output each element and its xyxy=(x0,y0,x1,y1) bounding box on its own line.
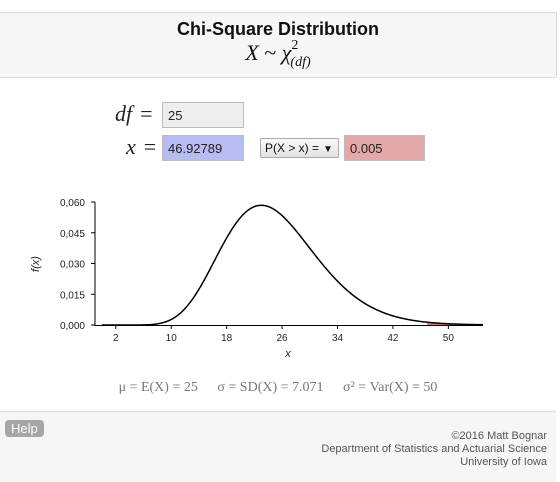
x-axis-label: x xyxy=(284,348,291,360)
y-tick-label: 0,000 xyxy=(60,321,85,332)
distribution-formula: X ~ χ2 (df) xyxy=(0,38,556,70)
x-tick-label: 26 xyxy=(277,333,289,344)
x-tick-label: 34 xyxy=(332,333,344,344)
distribution-stats: μ = E(X) = 25 σ = SD(X) = 7.071 σ² = Var… xyxy=(0,380,556,396)
formula-subscript: (df) xyxy=(290,55,311,70)
header-panel: Chi-Square Distribution X ~ χ2 (df) xyxy=(0,12,557,78)
tail-area-shading xyxy=(427,322,483,325)
department-text: Department of Statistics and Actuarial S… xyxy=(321,443,547,455)
university-text: University of Iowa xyxy=(460,456,547,468)
page-title: Chi-Square Distribution xyxy=(177,19,379,39)
df-input[interactable] xyxy=(162,102,244,128)
y-tick-label: 0,045 xyxy=(60,229,85,240)
y-tick-label: 0,060 xyxy=(60,198,85,209)
formula-superscript: 2 xyxy=(291,38,299,53)
copyright-text: ©2016 Matt Bognar xyxy=(451,430,547,442)
x-input[interactable] xyxy=(162,135,244,161)
formula-chi: χ xyxy=(281,40,292,65)
probability-result-input[interactable] xyxy=(344,135,425,161)
stat-variance: σ² = Var(X) = 50 xyxy=(343,380,438,395)
x-tick-label: 10 xyxy=(166,333,178,344)
x-label: x = xyxy=(126,134,157,159)
chevron-down-icon: ▼ xyxy=(323,144,333,155)
x-tick-label: 18 xyxy=(221,333,233,344)
x-tick-label: 50 xyxy=(443,333,455,344)
formula-variable: X xyxy=(245,40,259,65)
y-tick-label: 0,030 xyxy=(60,260,85,271)
formula-operator: ~ xyxy=(264,40,277,65)
x-tick-label: 2 xyxy=(113,333,119,344)
probability-mode-select[interactable]: P(X > x) = ▼ xyxy=(260,138,339,158)
y-tick-label: 0,015 xyxy=(60,290,85,301)
help-button[interactable]: Help xyxy=(5,420,44,437)
credits: ©2016 Matt Bognar Department of Statisti… xyxy=(321,430,547,469)
x-tick-label: 42 xyxy=(387,333,399,344)
stat-sd: σ = SD(X) = 7.071 xyxy=(217,380,324,395)
y-axis-label: f(x) xyxy=(30,256,42,272)
footer-panel: Help ©2016 Matt Bognar Department of Sta… xyxy=(0,411,556,482)
density-curve xyxy=(101,204,484,326)
df-label: df = xyxy=(115,101,153,126)
stat-mean: μ = E(X) = 25 xyxy=(118,380,198,395)
